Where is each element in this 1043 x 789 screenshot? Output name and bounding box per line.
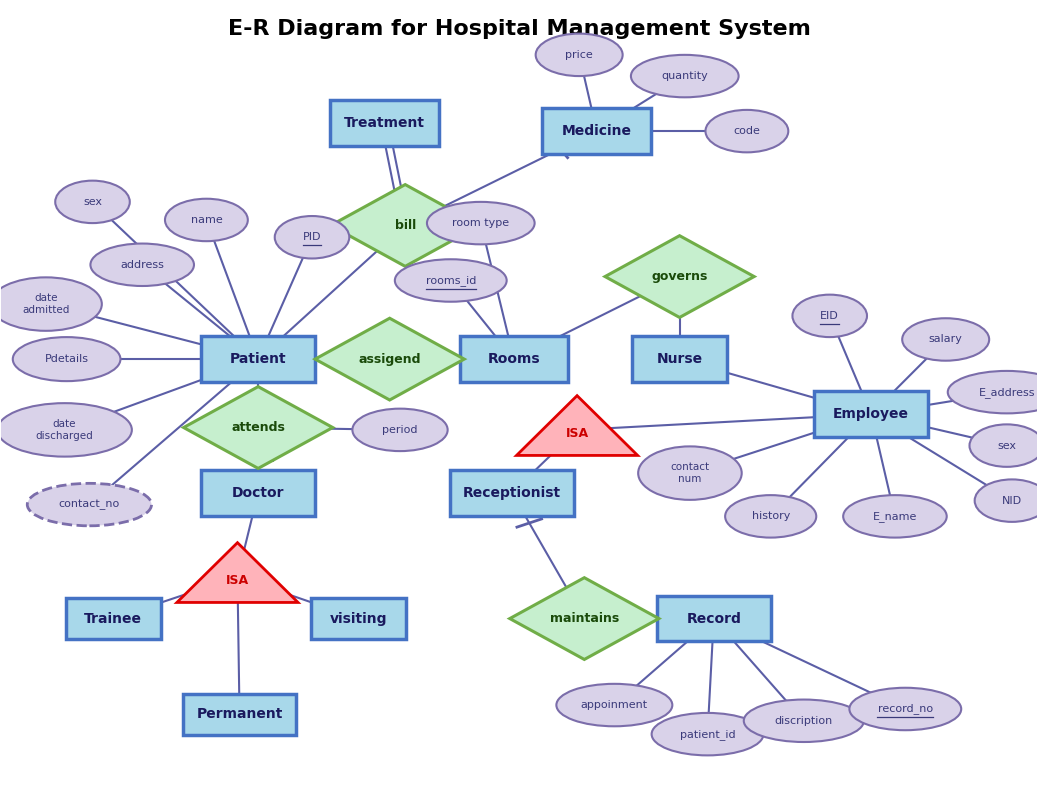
Text: PID: PID (302, 232, 321, 242)
Ellipse shape (13, 337, 120, 381)
Ellipse shape (27, 484, 151, 525)
FancyBboxPatch shape (201, 336, 315, 382)
Ellipse shape (536, 34, 623, 76)
Text: Permanent: Permanent (196, 708, 283, 721)
Text: Treatment: Treatment (344, 116, 425, 130)
Text: period: period (383, 425, 418, 435)
Polygon shape (516, 395, 637, 455)
Text: discription: discription (775, 716, 833, 726)
Text: E_address: E_address (978, 387, 1035, 398)
Text: record_no: record_no (878, 704, 932, 715)
Text: Record: Record (686, 611, 742, 626)
Text: rooms_id: rooms_id (426, 275, 476, 286)
Polygon shape (510, 578, 659, 660)
Text: EID: EID (821, 311, 840, 321)
Polygon shape (177, 543, 298, 603)
Ellipse shape (725, 495, 817, 537)
FancyBboxPatch shape (311, 598, 406, 639)
Ellipse shape (55, 181, 129, 223)
Ellipse shape (0, 278, 102, 331)
Text: date
admitted: date admitted (22, 294, 70, 315)
Ellipse shape (427, 202, 535, 245)
Text: Doctor: Doctor (232, 486, 285, 499)
Text: Trainee: Trainee (84, 611, 142, 626)
Text: contact
num: contact num (671, 462, 709, 484)
Text: contact_no: contact_no (58, 499, 120, 510)
Text: code: code (733, 126, 760, 136)
Text: NID: NID (1002, 495, 1022, 506)
Text: ISA: ISA (565, 428, 588, 440)
Text: E-R Diagram for Hospital Management System: E-R Diagram for Hospital Management Syst… (227, 19, 810, 39)
Text: date
discharged: date discharged (35, 419, 94, 441)
Text: Pdetails: Pdetails (45, 354, 89, 364)
Polygon shape (605, 236, 754, 317)
FancyBboxPatch shape (632, 336, 727, 382)
Ellipse shape (744, 700, 864, 742)
Ellipse shape (353, 409, 447, 451)
Text: ISA: ISA (226, 574, 249, 587)
Text: address: address (120, 260, 164, 270)
Text: maintains: maintains (550, 612, 618, 625)
Ellipse shape (843, 495, 947, 537)
Text: sex: sex (83, 197, 102, 207)
Ellipse shape (91, 244, 194, 286)
FancyBboxPatch shape (542, 108, 651, 154)
Ellipse shape (165, 199, 248, 241)
Ellipse shape (705, 110, 789, 152)
Ellipse shape (395, 260, 507, 301)
Text: Employee: Employee (833, 407, 909, 421)
Text: Nurse: Nurse (656, 352, 703, 366)
Text: assigend: assigend (359, 353, 421, 365)
Text: price: price (565, 50, 593, 60)
Ellipse shape (970, 424, 1043, 467)
Text: bill: bill (394, 219, 416, 232)
Text: Medicine: Medicine (562, 124, 632, 138)
Polygon shape (331, 185, 480, 267)
Ellipse shape (274, 216, 349, 259)
Text: Patient: Patient (229, 352, 287, 366)
Ellipse shape (849, 688, 962, 730)
Text: Rooms: Rooms (488, 352, 540, 366)
Text: Receptionist: Receptionist (463, 486, 561, 499)
Ellipse shape (556, 684, 673, 727)
Text: salary: salary (928, 335, 963, 345)
FancyBboxPatch shape (66, 598, 161, 639)
Text: sex: sex (997, 440, 1016, 451)
FancyBboxPatch shape (460, 336, 568, 382)
FancyBboxPatch shape (183, 694, 296, 735)
Ellipse shape (0, 403, 131, 457)
Text: name: name (191, 215, 222, 225)
Ellipse shape (631, 55, 738, 97)
Ellipse shape (652, 713, 763, 755)
Text: history: history (752, 511, 790, 522)
FancyBboxPatch shape (331, 100, 439, 146)
Text: governs: governs (652, 270, 708, 283)
FancyBboxPatch shape (201, 470, 315, 515)
Text: room type: room type (453, 218, 509, 228)
Ellipse shape (902, 318, 989, 361)
Text: attends: attends (232, 421, 285, 434)
Text: patient_id: patient_id (680, 729, 735, 739)
Text: quantity: quantity (661, 71, 708, 81)
FancyBboxPatch shape (657, 596, 771, 641)
Ellipse shape (974, 480, 1043, 522)
Polygon shape (184, 387, 333, 469)
Ellipse shape (638, 447, 742, 500)
Text: visiting: visiting (330, 611, 387, 626)
Text: appoinment: appoinment (581, 700, 648, 710)
Ellipse shape (948, 371, 1043, 413)
Text: E_name: E_name (873, 511, 917, 522)
FancyBboxPatch shape (450, 470, 574, 515)
Ellipse shape (793, 294, 867, 337)
Polygon shape (315, 318, 464, 400)
FancyBboxPatch shape (815, 391, 928, 437)
